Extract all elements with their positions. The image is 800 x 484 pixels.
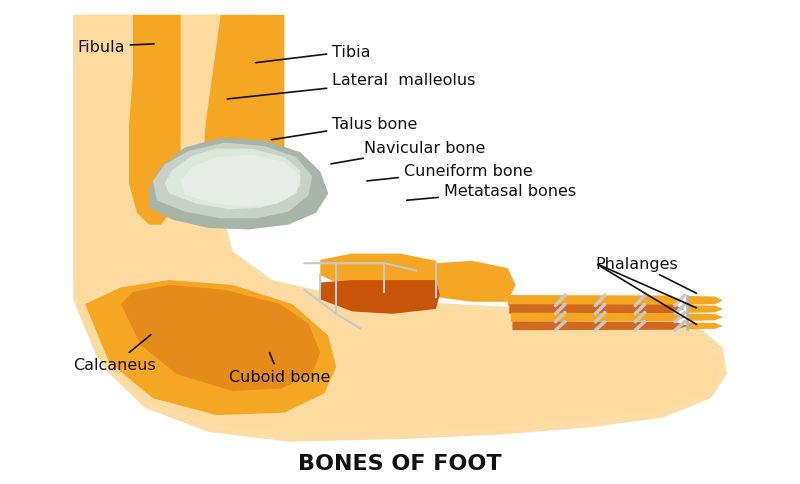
Polygon shape [165, 149, 300, 210]
Text: Talus bone: Talus bone [271, 117, 418, 140]
Text: Cuboid bone: Cuboid bone [229, 353, 330, 384]
Text: Lateral  malleolus: Lateral malleolus [227, 73, 476, 100]
Text: Phalanges: Phalanges [595, 256, 697, 294]
Polygon shape [73, 16, 727, 442]
Text: Fibula: Fibula [77, 40, 154, 55]
Polygon shape [73, 16, 723, 435]
Text: Tibia: Tibia [255, 45, 370, 63]
Polygon shape [687, 323, 723, 330]
Polygon shape [513, 322, 688, 331]
Polygon shape [181, 16, 221, 180]
Polygon shape [320, 254, 444, 297]
Polygon shape [687, 314, 723, 321]
Text: BONES OF FOOT: BONES OF FOOT [298, 454, 502, 473]
Polygon shape [181, 155, 300, 207]
Polygon shape [205, 16, 285, 213]
Polygon shape [320, 281, 440, 314]
Polygon shape [121, 285, 320, 391]
Polygon shape [687, 296, 723, 305]
Text: Metatasal bones: Metatasal bones [406, 184, 576, 201]
Polygon shape [511, 313, 686, 322]
Text: Cuneiform bone: Cuneiform bone [367, 163, 533, 182]
Polygon shape [85, 281, 336, 415]
Text: Navicular bone: Navicular bone [331, 141, 486, 165]
Polygon shape [149, 138, 328, 230]
Text: Calcaneus: Calcaneus [73, 335, 156, 372]
Polygon shape [508, 295, 683, 306]
Polygon shape [153, 143, 312, 219]
Polygon shape [97, 16, 181, 225]
Polygon shape [687, 305, 723, 313]
Polygon shape [510, 304, 685, 314]
Polygon shape [436, 261, 515, 302]
